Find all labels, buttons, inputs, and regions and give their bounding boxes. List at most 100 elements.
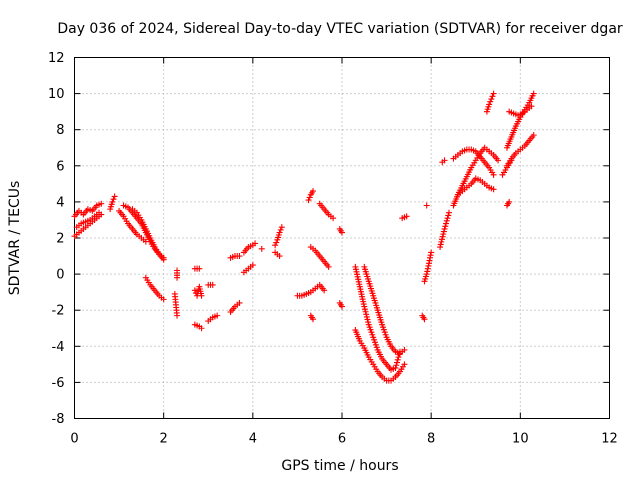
y-tick-label: -6 (52, 376, 65, 391)
data-point (446, 209, 452, 216)
data-point (160, 254, 167, 261)
data-point (98, 200, 105, 207)
data-point (310, 316, 317, 323)
data-point (489, 93, 496, 100)
data-point (174, 267, 181, 274)
data-point (276, 229, 283, 236)
data-point (393, 362, 400, 369)
data-point (362, 308, 369, 315)
data-point (363, 311, 370, 318)
data-point (438, 236, 445, 243)
data-points (71, 90, 537, 384)
y-tick-label: 10 (48, 87, 65, 102)
data-point (191, 287, 198, 294)
data-point (395, 354, 402, 361)
data-point (198, 325, 205, 332)
data-point (272, 242, 279, 249)
data-point (236, 299, 243, 306)
data-point (214, 312, 221, 319)
data-point (142, 238, 149, 245)
data-point (428, 249, 435, 256)
data-point (111, 193, 118, 200)
data-point (258, 245, 265, 252)
data-point (403, 213, 410, 220)
data-point (276, 253, 283, 260)
data-point (528, 103, 535, 110)
data-point (423, 202, 430, 209)
data-point (488, 96, 495, 103)
data-point (310, 188, 317, 195)
data-point (490, 186, 497, 193)
data-point (441, 225, 448, 232)
data-point (394, 356, 401, 363)
data-point (439, 233, 446, 240)
data-point (490, 90, 497, 97)
y-tick-label: 4 (56, 195, 64, 210)
data-point (198, 292, 205, 299)
data-point (393, 359, 400, 366)
data-point (444, 215, 451, 222)
y-axis-ticks: -8 -6 -4 -2 0 2 4 6 8 10 12 (48, 51, 610, 427)
data-point (445, 212, 452, 219)
x-tick-label: 0 (70, 432, 78, 447)
y-tick-label: 6 (56, 159, 64, 174)
data-point (361, 306, 368, 313)
data-point (423, 271, 430, 278)
data-point (361, 303, 368, 310)
data-point (440, 231, 447, 238)
data-point (490, 171, 497, 178)
data-point (442, 223, 449, 230)
data-point (424, 268, 431, 275)
y-tick-label: -8 (52, 412, 65, 427)
data-point (196, 265, 203, 272)
x-tick-label: 12 (601, 432, 618, 447)
x-axis-ticks: 0 2 4 6 8 10 12 (70, 57, 618, 447)
data-point (273, 239, 280, 246)
data-point (530, 132, 537, 139)
y-tick-label: 0 (56, 268, 64, 283)
data-point (321, 287, 328, 294)
data-point (443, 220, 450, 227)
x-tick-label: 6 (338, 432, 346, 447)
data-point (364, 316, 371, 323)
data-point (487, 98, 494, 105)
data-point (506, 198, 513, 205)
data-point (421, 316, 428, 323)
data-point (401, 346, 408, 353)
data-point (278, 224, 285, 231)
data-point (440, 228, 447, 235)
data-point (249, 262, 256, 269)
data-point (392, 364, 399, 371)
y-tick-label: -4 (52, 340, 65, 355)
data-point (365, 319, 372, 326)
data-point (305, 197, 312, 204)
data-point (209, 281, 216, 288)
x-tick-label: 10 (512, 432, 529, 447)
data-point (339, 229, 345, 236)
data-point (96, 209, 103, 216)
data-point (160, 296, 167, 303)
data-point (425, 260, 432, 267)
data-point (438, 238, 445, 245)
data-point (306, 194, 313, 201)
data-point (437, 244, 444, 251)
y-tick-label: 12 (48, 51, 65, 66)
data-point (401, 361, 408, 368)
data-point (426, 257, 433, 264)
y-tick-label: 2 (56, 232, 64, 247)
data-point (427, 252, 434, 259)
data-point (325, 263, 332, 270)
data-point (109, 198, 116, 205)
data-point (437, 241, 444, 248)
data-point (236, 253, 243, 260)
data-point (425, 262, 432, 269)
data-point (424, 265, 431, 272)
data-point (441, 157, 448, 164)
data-point (330, 215, 337, 222)
data-point (495, 157, 502, 164)
y-tick-label: -2 (52, 304, 65, 319)
data-point (277, 226, 284, 233)
data-point (339, 303, 345, 310)
x-tick-label: 2 (160, 432, 168, 447)
